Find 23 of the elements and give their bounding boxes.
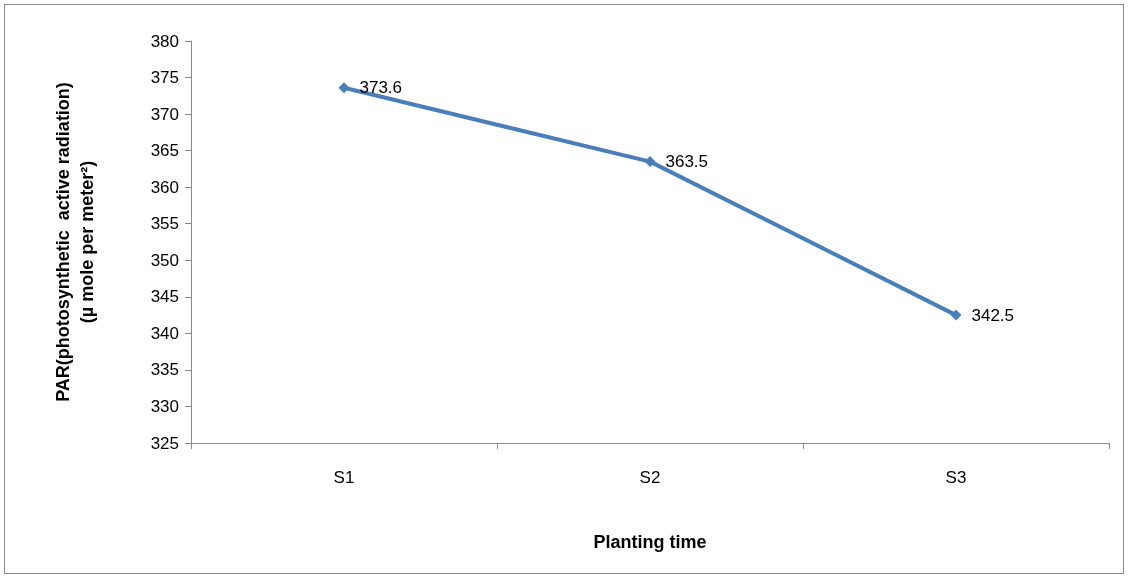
data-label: 342.5 bbox=[971, 305, 1015, 325]
y-tick-label: 350 bbox=[150, 250, 179, 270]
x-axis-title: Planting time bbox=[593, 532, 707, 552]
x-tick-label: S3 bbox=[945, 468, 967, 487]
data-label: 373.6 bbox=[359, 78, 403, 98]
y-tick-label: 370 bbox=[150, 104, 179, 124]
x-tick-label: S1 bbox=[333, 468, 355, 487]
y-tick-label: 330 bbox=[150, 396, 179, 416]
y-tick-label: 355 bbox=[150, 214, 179, 234]
y-tick-label: 345 bbox=[150, 287, 179, 307]
y-tick-label: 360 bbox=[150, 177, 179, 197]
point bbox=[950, 309, 962, 321]
data-label: 363.5 bbox=[665, 152, 709, 172]
y-axis-title: PAR(photosynthetic active radiation) (µ mole per meter²) bbox=[53, 82, 97, 402]
point bbox=[338, 82, 350, 94]
point bbox=[644, 156, 656, 168]
x-tick-label: S2 bbox=[639, 468, 661, 487]
y-tick-label: 335 bbox=[150, 360, 179, 380]
y-tick-label: 375 bbox=[150, 68, 179, 88]
y-tick-label: 365 bbox=[150, 141, 179, 161]
y-tick-label: 380 bbox=[150, 31, 179, 51]
y-tick-label: 340 bbox=[150, 323, 179, 343]
y-tick-label: 325 bbox=[150, 433, 179, 453]
